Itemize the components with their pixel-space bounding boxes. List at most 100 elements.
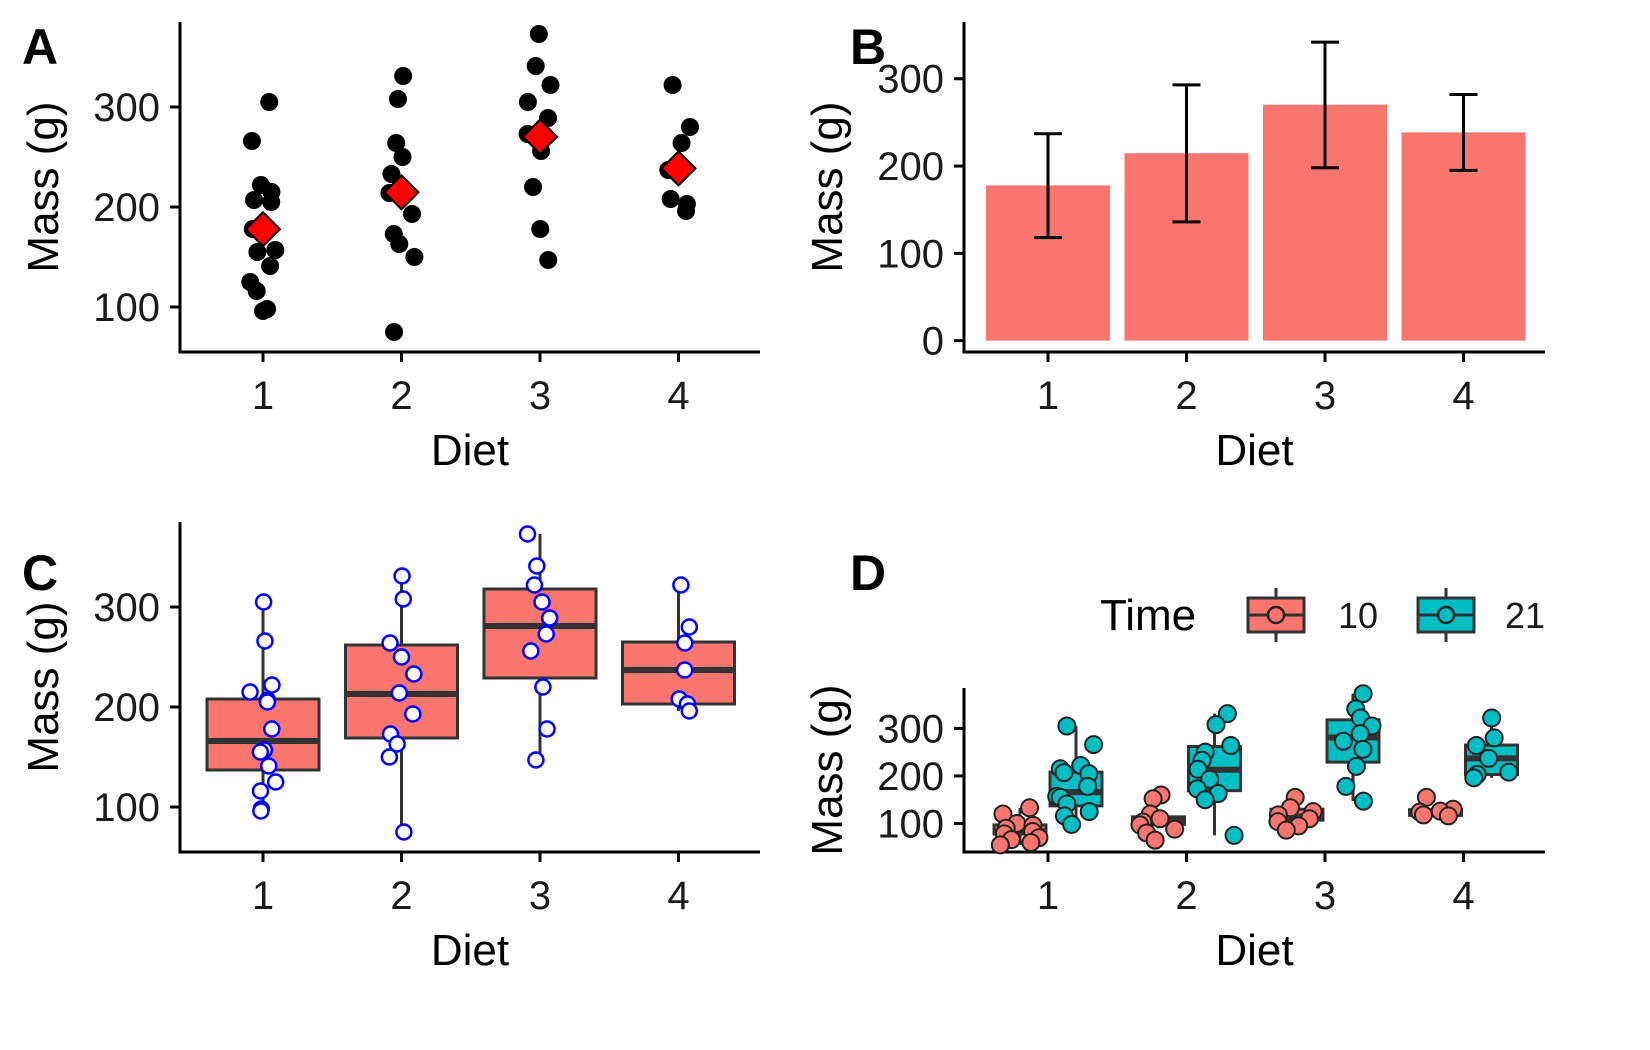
- data-point: [261, 257, 280, 275]
- x-tick-label-b: 1: [1037, 374, 1059, 418]
- x-tick-label-d: 3: [1314, 874, 1336, 918]
- mean-marker: [660, 149, 697, 187]
- legend-label-21: 21: [1505, 595, 1545, 636]
- data-point-time-21: [1062, 814, 1082, 834]
- data-point: [252, 802, 270, 820]
- x-tick-label-c: 2: [390, 874, 412, 918]
- data-point: [241, 683, 259, 701]
- data-point: [392, 648, 411, 666]
- panel-b-bar-chart: 0 100 200 300 1 2 3 4 Diet Mass (g): [803, 22, 1545, 475]
- data-point: [518, 93, 537, 111]
- data-point: [394, 67, 413, 85]
- x-tick-label-b: 2: [1175, 374, 1197, 418]
- data-point-time-21: [1084, 735, 1104, 755]
- data-point: [518, 525, 537, 543]
- x-axis-title-b: Diet: [1215, 426, 1293, 475]
- data-point: [524, 178, 543, 196]
- data-point: [263, 720, 281, 738]
- data-point: [541, 76, 560, 94]
- data-point: [534, 678, 552, 696]
- data-point: [528, 557, 546, 575]
- data-point: [380, 748, 399, 766]
- data-point: [385, 323, 404, 341]
- mean-marker: [383, 173, 420, 211]
- y-tick-label-b: 0: [922, 320, 944, 364]
- data-point: [404, 705, 422, 723]
- data-point-time-21: [1346, 756, 1366, 776]
- y-tick-label-c: 200: [93, 686, 160, 730]
- data-point: [251, 743, 270, 761]
- y-axis-title-a: Mass (g): [19, 101, 68, 272]
- data-point: [676, 634, 694, 652]
- x-axis-title-a: Diet: [431, 426, 509, 475]
- panel-tag-d: D: [850, 545, 886, 601]
- data-point-time-21: [1054, 763, 1074, 783]
- data-point: [395, 823, 413, 841]
- data-point: [247, 282, 266, 300]
- data-point-time-21: [1336, 776, 1356, 796]
- data-point-time-10: [1413, 805, 1433, 825]
- x-tick-label-d: 1: [1037, 874, 1059, 918]
- data-point-time-10: [1276, 820, 1296, 840]
- data-point: [390, 684, 409, 702]
- data-point: [251, 782, 270, 800]
- data-point-time-21: [1195, 790, 1215, 810]
- data-point-time-21: [1200, 769, 1220, 789]
- panel-tag-b: B: [850, 19, 886, 75]
- legend-title: Time: [1100, 591, 1196, 640]
- data-point: [663, 76, 682, 94]
- x-tick-label-a: 1: [252, 374, 274, 418]
- time-legend: Time 10 21: [1100, 588, 1545, 642]
- y-tick-label-c: 300: [93, 586, 160, 630]
- panel-c-box-plot: 100 200 300 1 2 3 4 Diet Mass (g): [19, 522, 760, 975]
- data-point-time-21: [1079, 802, 1099, 822]
- data-point-time-10: [1145, 830, 1165, 850]
- x-tick-label-a: 4: [667, 374, 689, 418]
- y-axis-title-d: Mass (g): [803, 684, 852, 855]
- data-point: [256, 632, 274, 650]
- data-point-time-21: [1353, 684, 1373, 704]
- data-point-time-21: [1333, 731, 1353, 751]
- y-axis-title-b: Mass (g): [803, 101, 852, 272]
- data-point-time-21: [1206, 715, 1226, 735]
- data-point: [248, 243, 267, 261]
- data-point: [680, 118, 699, 136]
- data-point: [393, 148, 412, 166]
- data-point: [381, 634, 399, 652]
- data-point: [254, 302, 273, 320]
- data-point: [259, 757, 278, 775]
- data-point: [262, 193, 281, 211]
- x-axis-title-c: Diet: [431, 926, 509, 975]
- data-point: [263, 676, 281, 694]
- y-tick-label-b: 300: [877, 58, 944, 102]
- x-tick-label-a: 3: [529, 374, 551, 418]
- data-point: [394, 590, 413, 608]
- data-point: [526, 57, 545, 75]
- x-tick-label-c: 1: [252, 874, 274, 918]
- panel-tag-c: C: [22, 545, 58, 601]
- data-point: [245, 191, 264, 209]
- data-point-time-21: [1057, 716, 1077, 736]
- data-point: [675, 661, 694, 679]
- x-tick-label-a: 2: [390, 374, 412, 418]
- y-axis-title-c: Mass (g): [19, 601, 68, 772]
- x-tick-label-d: 4: [1452, 874, 1474, 918]
- data-point: [537, 625, 555, 643]
- data-point-time-21: [1499, 762, 1519, 782]
- data-point-time-21: [1353, 791, 1373, 811]
- legend-key-10: [1246, 588, 1306, 642]
- data-point: [533, 593, 551, 611]
- data-point: [672, 576, 690, 594]
- data-point: [540, 609, 559, 627]
- y-tick-label-d: 300: [877, 707, 944, 751]
- data-point: [266, 241, 285, 259]
- data-point: [680, 618, 699, 636]
- y-tick-label-a: 300: [93, 86, 160, 130]
- data-point: [677, 202, 696, 220]
- panel-a-mean-plot: 100 200 300 1 2 3 4 Diet Mass (g): [19, 22, 760, 475]
- data-point: [531, 220, 550, 238]
- data-point: [680, 702, 699, 720]
- data-point: [393, 567, 411, 585]
